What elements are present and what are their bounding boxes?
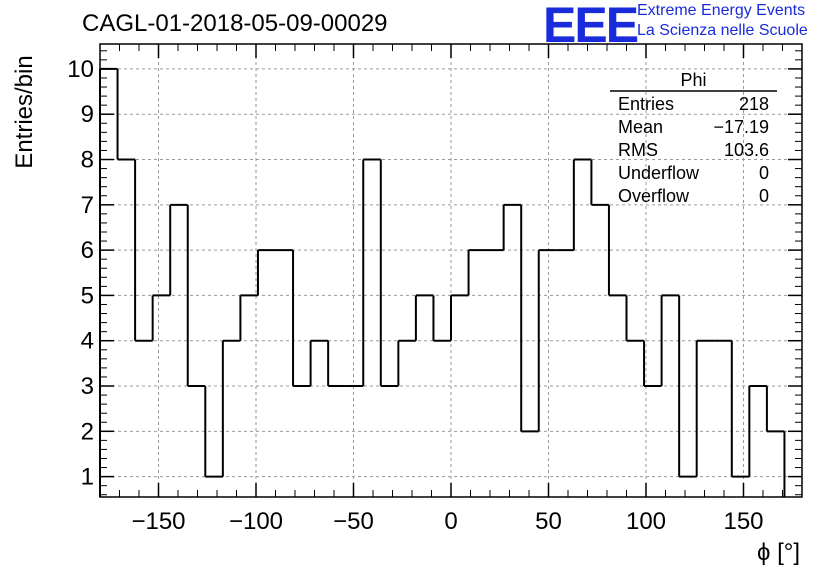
x-tick-label: 100 — [626, 508, 666, 535]
stats-row-label: Overflow — [618, 186, 690, 206]
x-tick-label: −100 — [229, 508, 283, 535]
stats-row-label: RMS — [618, 140, 658, 160]
org-name-line2: La Scienza nelle Scuole — [637, 22, 808, 39]
stats-row-value: 0 — [759, 163, 769, 183]
y-tick-label: 7 — [81, 192, 94, 219]
x-tick-label: −50 — [333, 508, 374, 535]
x-axis-label: ϕ [°] — [757, 539, 800, 566]
stats-box: Phi Entries 218 Mean −17.19 RMS 103.6 Underflow… — [610, 70, 777, 206]
org-name-line1: Extreme Energy Events — [637, 2, 806, 19]
y-tick-label: 9 — [81, 101, 94, 128]
histogram-bars — [99, 67, 786, 497]
x-tick-label: 50 — [535, 508, 562, 535]
y-tick-label: 5 — [81, 282, 94, 309]
stats-title: Phi — [680, 70, 706, 90]
y-tick-label: 6 — [81, 237, 94, 264]
axes: −150 −100 −50 0 50 100 150 1 2 3 4 5 6 7 8 9 10 — [67, 43, 803, 535]
stats-row-label: Underflow — [618, 163, 700, 183]
y-tick-label: 3 — [81, 373, 94, 400]
y-tick-label: 2 — [81, 418, 94, 445]
x-tick-label: 0 — [444, 508, 457, 535]
y-tick-label: 10 — [67, 56, 94, 83]
x-tick-label: 150 — [723, 508, 763, 535]
eee-logo: EEE — [543, 0, 639, 53]
stats-row-value: 0 — [759, 186, 769, 206]
y-tick-label: 1 — [81, 464, 94, 491]
y-tick-label: 8 — [81, 147, 94, 174]
stats-row-value: −17.19 — [713, 117, 769, 137]
chart-title: CAGL-01-2018-05-09-00029 — [82, 10, 388, 37]
x-tick-label: −150 — [131, 508, 185, 535]
stats-row-label: Entries — [618, 94, 674, 114]
stats-row-value: 218 — [739, 94, 769, 114]
stats-row-value: 103.6 — [724, 140, 769, 160]
y-axis-label: Entries/bin — [11, 55, 38, 168]
stats-row-label: Mean — [618, 117, 663, 137]
y-tick-label: 4 — [81, 328, 94, 355]
